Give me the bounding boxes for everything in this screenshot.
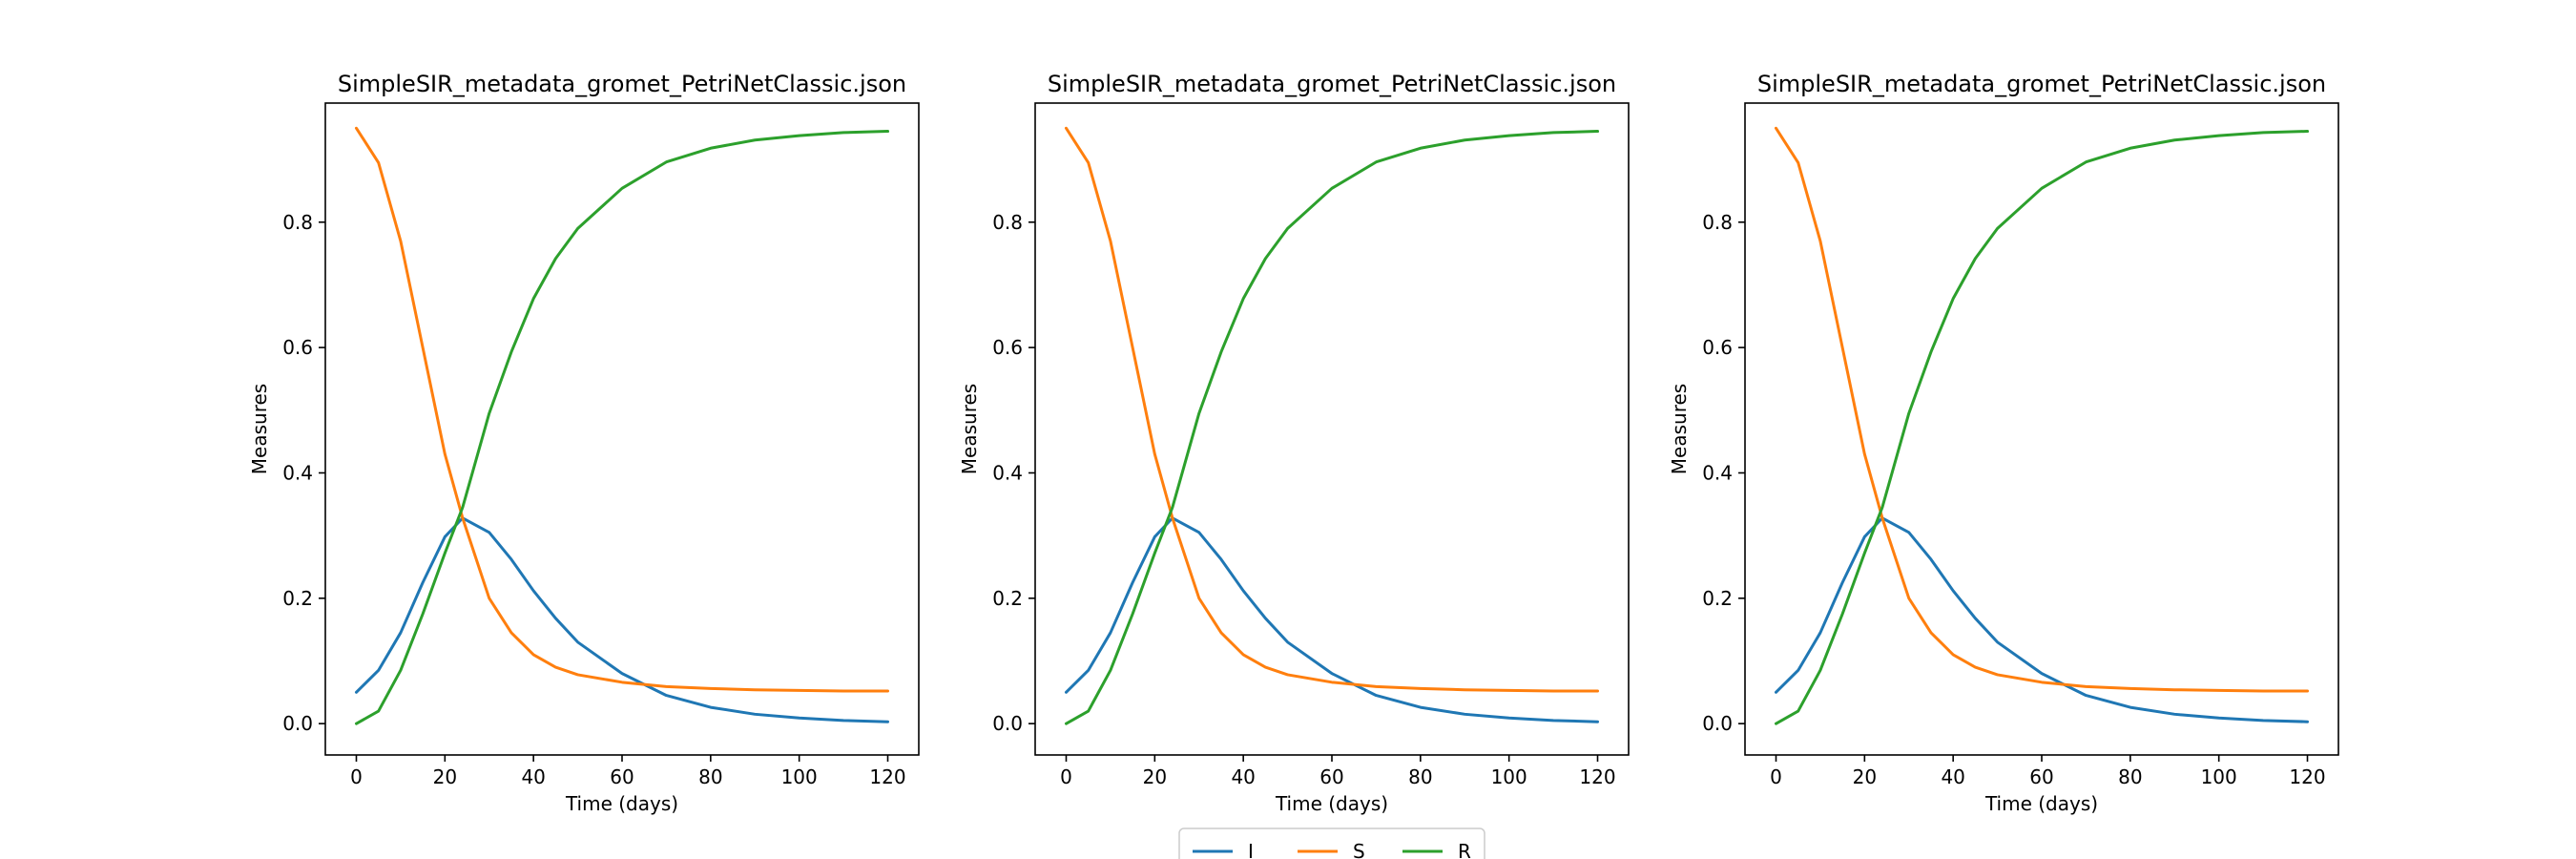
x-tick-label: 80 [1408, 765, 1432, 788]
x-tick-label: 80 [698, 765, 722, 788]
y-tick-label: 0.4 [992, 461, 1023, 484]
y-tick-label: 0.6 [282, 336, 313, 359]
y-axis-label: Measures [248, 384, 271, 474]
series-line-s [1774, 126, 2310, 693]
x-axis-label: Time (days) [565, 792, 678, 815]
x-tick-label: 120 [869, 765, 905, 788]
panel-title: SimpleSIR_metadata_gromet_PetriNetClassi… [1048, 71, 1616, 97]
x-tick-label: 20 [1143, 765, 1167, 788]
x-tick-label: 80 [2118, 765, 2142, 788]
x-tick-label: 20 [1853, 765, 1877, 788]
y-tick-label: 0.4 [1702, 461, 1733, 484]
series-line-r [1064, 130, 1600, 725]
y-tick-label: 0.8 [282, 211, 313, 234]
y-tick-label: 0.8 [1702, 211, 1733, 234]
y-tick-label: 0.0 [1702, 712, 1733, 735]
subplot-2: 0 20 40 60 80 100 120 0.0 0.2 0.4 0.6 0.8 SimpleSIR_… [958, 71, 1630, 815]
legend-label-s: S [1353, 840, 1365, 859]
y-tick-label: 0.8 [992, 211, 1023, 234]
series-line-s [1064, 126, 1600, 693]
x-tick-label: 0 [350, 765, 363, 788]
series-line-i [1774, 516, 2310, 723]
series-line-i [354, 516, 890, 723]
y-tick-label: 0.2 [282, 587, 313, 610]
panel-title: SimpleSIR_metadata_gromet_PetriNetClassi… [1757, 71, 2326, 97]
subplot-3: 0 20 40 60 80 100 120 0.0 0.2 0.4 0.6 0.8 SimpleSIR_… [1668, 71, 2339, 815]
x-tick-label: 40 [521, 765, 545, 788]
y-tick-label: 0.0 [282, 712, 313, 735]
series-line-r [354, 130, 890, 725]
y-tick-label: 0.2 [1702, 587, 1733, 610]
x-tick-label: 40 [1941, 765, 1964, 788]
x-tick-label: 100 [781, 765, 818, 788]
y-tick-label: 0.2 [992, 587, 1023, 610]
x-tick-label: 60 [1319, 765, 1343, 788]
x-tick-label: 100 [2201, 765, 2237, 788]
x-tick-label: 40 [1231, 765, 1255, 788]
x-tick-label: 0 [1770, 765, 1782, 788]
y-tick-label: 0.0 [992, 712, 1023, 735]
x-axis-label: Time (days) [1275, 792, 1388, 815]
legend-box [1178, 828, 1485, 859]
x-tick-label: 60 [610, 765, 634, 788]
x-tick-label: 0 [1060, 765, 1072, 788]
panel-title: SimpleSIR_metadata_gromet_PetriNetClassi… [338, 71, 906, 97]
series-line-r [1774, 130, 2310, 725]
series-line-s [354, 126, 890, 693]
x-tick-label: 20 [433, 765, 457, 788]
x-tick-label: 120 [1579, 765, 1615, 788]
x-axis-label: Time (days) [1984, 792, 2098, 815]
y-axis-label: Measures [958, 384, 981, 474]
x-tick-label: 100 [1491, 765, 1527, 788]
legend-label-r: R [1458, 840, 1471, 859]
y-tick-label: 0.6 [1702, 336, 1733, 359]
legend-label-i: I [1248, 840, 1254, 859]
x-tick-label: 60 [2029, 765, 2053, 788]
series-line-i [1064, 516, 1600, 723]
subplot-1: 0 20 40 60 80 100 120 0.0 0.2 0.4 0.6 0.8 SimpleSIR_… [248, 71, 920, 815]
y-tick-label: 0.4 [282, 461, 313, 484]
x-tick-label: 120 [2289, 765, 2325, 788]
y-axis-label: Measures [1668, 384, 1691, 474]
y-tick-label: 0.6 [992, 336, 1023, 359]
